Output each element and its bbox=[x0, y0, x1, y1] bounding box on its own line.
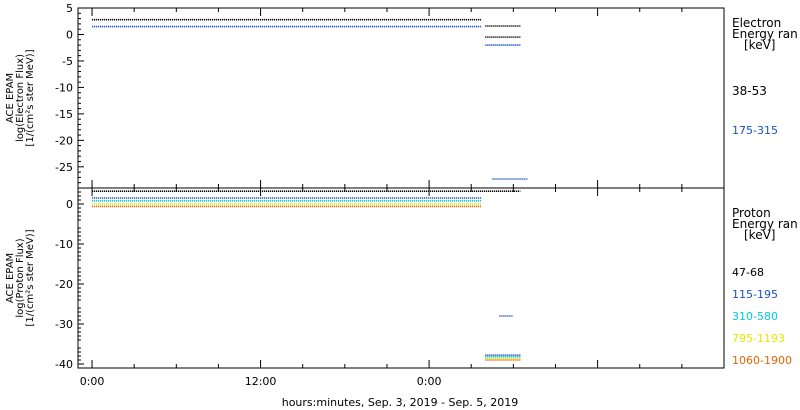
y-tick-label: -15 bbox=[55, 108, 73, 121]
y-tick-label: -20 bbox=[55, 278, 73, 291]
plot-frame bbox=[77, 7, 725, 189]
y-tick-label: -40 bbox=[55, 358, 73, 371]
y-tick-label: -20 bbox=[55, 134, 73, 147]
legend-entry: 310-580 bbox=[732, 310, 778, 323]
x-tick-label: 0:00 bbox=[417, 375, 442, 388]
x-axis-label: hours:minutes, Sep. 3, 2019 - Sep. 5, 20… bbox=[282, 396, 519, 409]
legend-entry: 1060-1900 bbox=[732, 354, 792, 367]
y-axis-label: [1/(cm²s ster MeV)] bbox=[25, 229, 36, 326]
legend-title: [keV] bbox=[744, 228, 775, 242]
legend-title: Proton bbox=[732, 206, 771, 220]
legend-entry: 795-1193 bbox=[732, 332, 785, 345]
y-tick-label: 0 bbox=[66, 198, 73, 211]
legend-title: Energy ran bbox=[732, 217, 798, 231]
legend-title: Energy ran bbox=[732, 27, 798, 41]
plot-frame bbox=[77, 187, 725, 369]
y-axis-label: log(Proton Flux) bbox=[15, 238, 26, 317]
proton-flux-panel: 0 -10 -20 -30 -40 ACE EPAM log(Proton Flux) [1/… bbox=[5, 187, 798, 371]
legend-entry: 38-53 bbox=[732, 84, 767, 98]
y-axis-label: log(Electron Flux) bbox=[15, 54, 26, 142]
y-tick-label: 0 bbox=[66, 28, 73, 41]
x-tick-label: 0:00 bbox=[80, 375, 105, 388]
legend-entry: 115-195 bbox=[732, 288, 778, 301]
y-axis-label: [1/(cm²s ster MeV)] bbox=[25, 49, 36, 146]
y-tick-label: 5 bbox=[66, 2, 73, 15]
legend-entry: 175-315 bbox=[732, 124, 778, 137]
legend-title: Electron bbox=[732, 16, 781, 30]
y-tick-label: -10 bbox=[55, 238, 73, 251]
y-tick-label: -30 bbox=[55, 318, 73, 331]
x-tick-label: 12:00 bbox=[245, 375, 277, 388]
y-tick-label: -25 bbox=[55, 161, 73, 174]
time-axis: 0:00 12:00 0:00 bbox=[80, 8, 725, 388]
y-tick-label: -5 bbox=[62, 55, 73, 68]
y-axis-label: ACE EPAM bbox=[5, 73, 16, 123]
legend-entry: 47-68 bbox=[732, 266, 764, 279]
y-axis-label: ACE EPAM bbox=[5, 253, 16, 303]
electron-flux-panel: 5 0 -5 -10 -15 -20 -25 ACE EPAM log(Electron Flu… bbox=[5, 2, 798, 189]
y-tick-label: -10 bbox=[55, 81, 73, 94]
legend-title: [keV] bbox=[744, 38, 775, 52]
